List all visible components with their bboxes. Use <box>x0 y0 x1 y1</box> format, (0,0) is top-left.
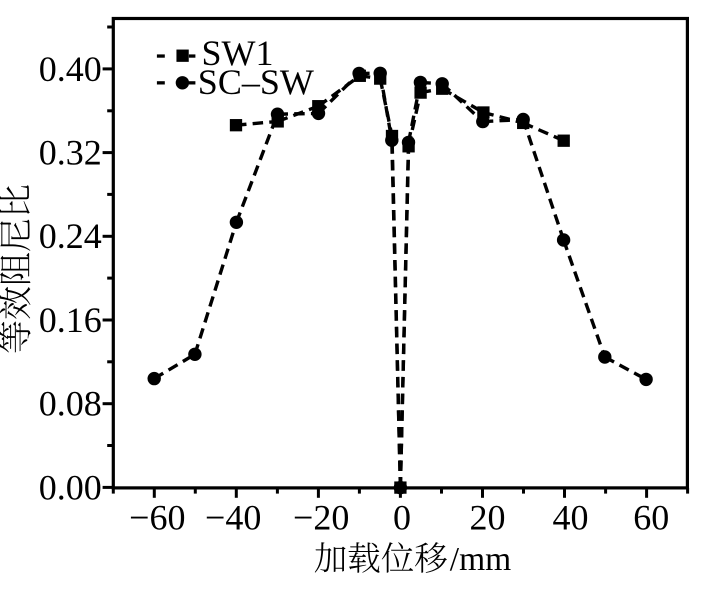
svg-text:−60: −60 <box>129 498 185 538</box>
svg-text:0.40: 0.40 <box>39 49 102 89</box>
svg-text:0.00: 0.00 <box>39 467 102 507</box>
svg-text:0.32: 0.32 <box>39 133 102 173</box>
svg-text:−20: −20 <box>293 498 349 538</box>
svg-text:−40: −40 <box>205 498 261 538</box>
svg-text:60: 60 <box>633 498 669 538</box>
svg-text:40: 40 <box>553 498 589 538</box>
svg-text:20: 20 <box>470 498 506 538</box>
svg-text:0.08: 0.08 <box>39 384 102 424</box>
svg-text:0: 0 <box>393 498 411 538</box>
svg-text:0.24: 0.24 <box>39 216 102 256</box>
svg-text:/mm: /mm <box>450 541 511 578</box>
svg-text:SC–SW: SC–SW <box>198 62 314 102</box>
svg-text:0.16: 0.16 <box>39 300 102 340</box>
